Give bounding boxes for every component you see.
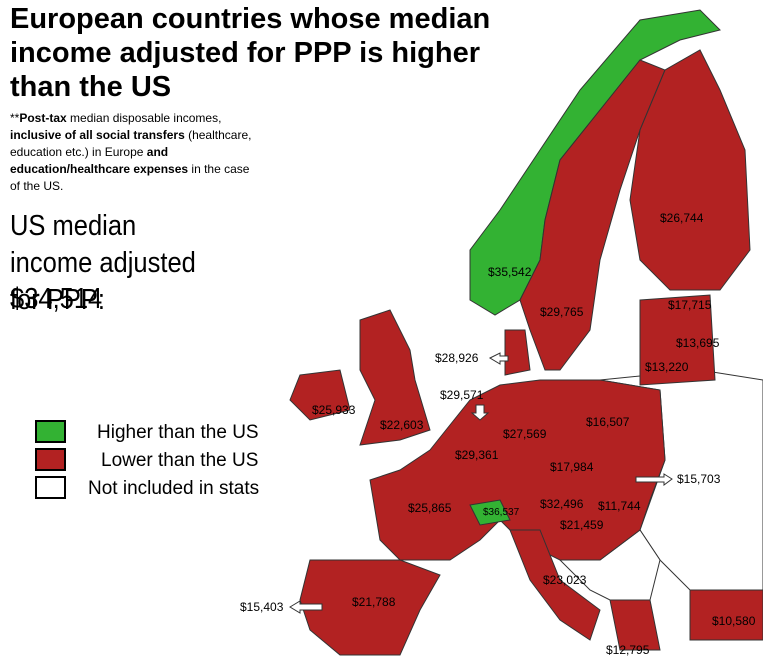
note-text: **	[10, 111, 20, 125]
finland	[629, 49, 751, 291]
country-label: $21,788	[352, 595, 396, 609]
country-label: $15,703	[677, 472, 721, 486]
continent	[369, 379, 666, 561]
legend-label: Not included in stats	[88, 478, 260, 499]
note: **Post-tax median disposable incomes, in…	[10, 110, 255, 195]
note-text: Post-tax	[19, 111, 67, 125]
country-label: $11,744	[598, 499, 641, 513]
country-label: $15,403	[240, 600, 284, 614]
country-label: $26,744	[660, 211, 704, 225]
country-label: $36,537	[483, 507, 520, 518]
ireland	[289, 369, 351, 421]
arrow	[635, 473, 673, 486]
us-income-value: $34,514	[10, 283, 103, 315]
title: European countries whose median income a…	[10, 3, 491, 103]
legend-swatch	[35, 420, 66, 443]
country-label: $17,715	[668, 298, 712, 312]
denmark	[504, 329, 531, 376]
note-text: and education/healthcare expenses	[10, 145, 189, 176]
country-label: $23,023	[543, 573, 587, 587]
country-label: $25,865	[408, 501, 452, 515]
legend-swatch	[35, 476, 66, 499]
country-label: $29,765	[540, 305, 584, 319]
country-label: $32,496	[540, 497, 584, 511]
legend-label: Higher than the US	[97, 422, 259, 443]
note-text: median disposable incomes,	[66, 111, 222, 125]
country-label: $27,569	[503, 427, 547, 441]
country-label: $10,580	[712, 614, 756, 628]
uk	[359, 309, 431, 446]
sweden	[519, 59, 666, 371]
us-income-label: US median income adjusted for PPP:	[10, 210, 196, 316]
country-label: $22,603	[380, 418, 424, 432]
cyprus-region	[689, 589, 763, 641]
arrow	[488, 352, 509, 365]
note-text: in the case of the US.	[10, 162, 250, 193]
baltics	[639, 294, 716, 386]
note-text: inclusive of all social transfers	[10, 128, 185, 142]
country-label: $28,926	[435, 351, 479, 365]
country-label: $29,361	[455, 448, 499, 462]
country-label: $29,571	[440, 388, 484, 402]
arrow	[470, 404, 490, 421]
switzerland	[469, 499, 511, 526]
country-label: $17,984	[550, 460, 594, 474]
country-label: $16,507	[586, 415, 630, 429]
arrow	[289, 600, 323, 614]
legend-label: Lower than the US	[101, 450, 259, 471]
country-label: $13,220	[645, 360, 689, 374]
country-label: $21,459	[560, 518, 604, 532]
country-label: $13,695	[676, 336, 720, 350]
note-text: (healthcare, education etc.) in Europe	[10, 128, 252, 159]
greece	[609, 599, 661, 651]
country-label: $25,933	[312, 403, 356, 417]
legend-swatch	[35, 448, 66, 471]
country-label: $35,542	[488, 265, 532, 279]
country-label: $12,795	[606, 643, 650, 657]
italy	[509, 529, 601, 641]
